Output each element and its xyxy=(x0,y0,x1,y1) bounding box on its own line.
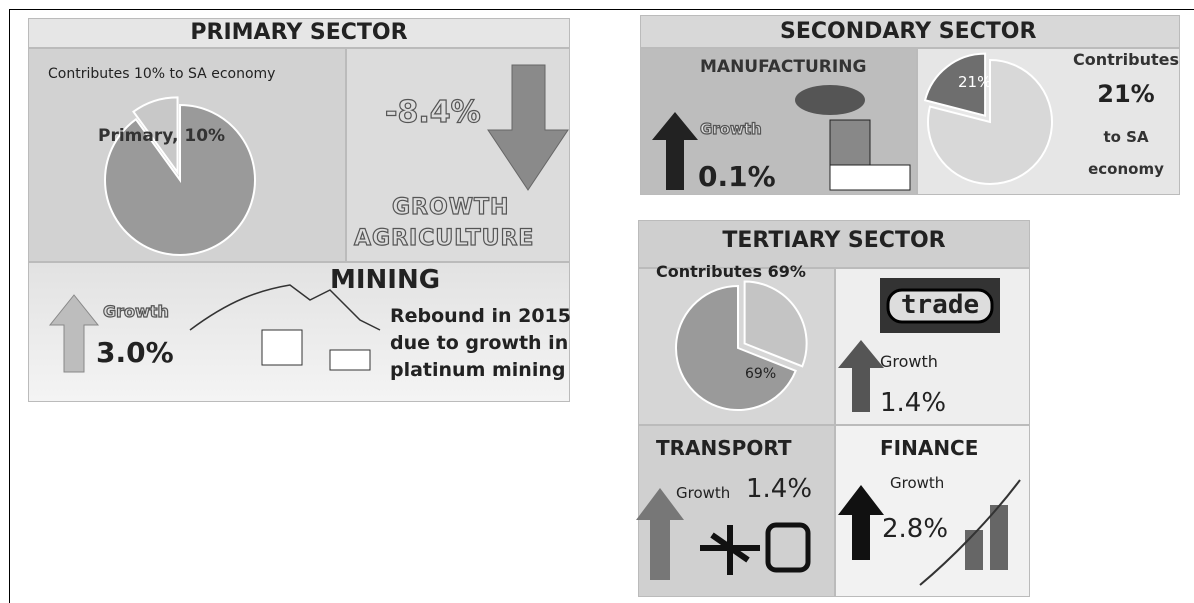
pie-slice xyxy=(923,52,987,117)
secondary-contribution: economy xyxy=(1088,160,1164,178)
mining-note: platinum mining xyxy=(390,359,566,381)
pie-slice xyxy=(675,284,797,411)
manufacturing-growth-label: Growth xyxy=(699,119,762,138)
mining-up-arrow xyxy=(48,294,100,373)
primary-contribution: Contributes 10% to SA economy xyxy=(48,66,276,82)
transport-up-arrow xyxy=(636,488,684,580)
trade-icon-text: trade xyxy=(900,290,980,320)
finance-growth: 2.8% xyxy=(882,514,949,544)
mine-cart xyxy=(329,349,371,371)
smoke xyxy=(795,85,865,115)
transport-title: TRANSPORT xyxy=(656,436,792,460)
secondary-pie-label: 21% xyxy=(958,73,992,91)
mining-note: Rebound in 2015 xyxy=(390,305,571,327)
trade-up-arrow xyxy=(838,340,884,412)
frame-left xyxy=(9,9,10,603)
tertiary-title: TERTIARY SECTOR xyxy=(722,228,946,253)
manufacturing-up-arrow xyxy=(652,112,698,190)
pie-rest xyxy=(743,280,808,368)
plane-icon xyxy=(700,525,760,575)
agriculture-label: GROWTH xyxy=(391,194,510,220)
secondary-contribution: Contributes xyxy=(1072,50,1179,69)
manufacturing-growth: 0.1% xyxy=(698,160,776,193)
trade-growth-label: Growth xyxy=(880,352,938,371)
primary-header xyxy=(28,18,570,48)
tertiary-contribution: Contributes 69% xyxy=(656,262,806,281)
pie-slice xyxy=(132,96,179,176)
manufacturing-title: MANUFACTURING xyxy=(700,57,867,77)
primary-title: PRIMARY SECTOR xyxy=(190,20,408,45)
coin-stack xyxy=(990,505,1008,570)
primary-pie-label: Primary, 10% xyxy=(98,126,226,146)
pie-rest xyxy=(927,58,1053,185)
agriculture-label: AGRICULTURE xyxy=(353,225,535,251)
secondary-contribution: to SA xyxy=(1103,128,1149,146)
growth-curve xyxy=(919,479,1021,586)
mine-entrance xyxy=(261,329,303,366)
pie-rest xyxy=(104,103,256,256)
mining-title: MINING xyxy=(330,265,441,295)
finance-up-arrow xyxy=(838,485,884,560)
agriculture-growth: -8.4% xyxy=(384,94,481,130)
transport-growth-label: Growth xyxy=(676,484,731,502)
trade-growth: 1.4% xyxy=(880,388,947,418)
finance-title: FINANCE xyxy=(880,436,979,460)
frame-top xyxy=(9,9,1194,10)
mining-growth-label: Growth xyxy=(102,301,169,321)
secondary-title: SECONDARY SECTOR xyxy=(780,19,1037,44)
train-icon xyxy=(765,522,811,573)
agriculture-down-arrow xyxy=(487,64,569,191)
factory-base xyxy=(829,164,911,191)
finance-growth-label: Growth xyxy=(890,474,945,492)
mountain-sketch xyxy=(189,284,381,331)
mining-note: due to growth in xyxy=(390,332,569,354)
coin-stack xyxy=(965,530,983,570)
mining-growth: 3.0% xyxy=(96,336,174,369)
transport-growth: 1.4% xyxy=(746,474,813,504)
secondary-contribution: 21% xyxy=(1097,80,1155,108)
tertiary-pie-label: 69% xyxy=(745,366,777,382)
trade-icon-pill xyxy=(886,288,994,324)
tertiary-header xyxy=(638,220,1030,268)
secondary-header xyxy=(640,15,1180,48)
